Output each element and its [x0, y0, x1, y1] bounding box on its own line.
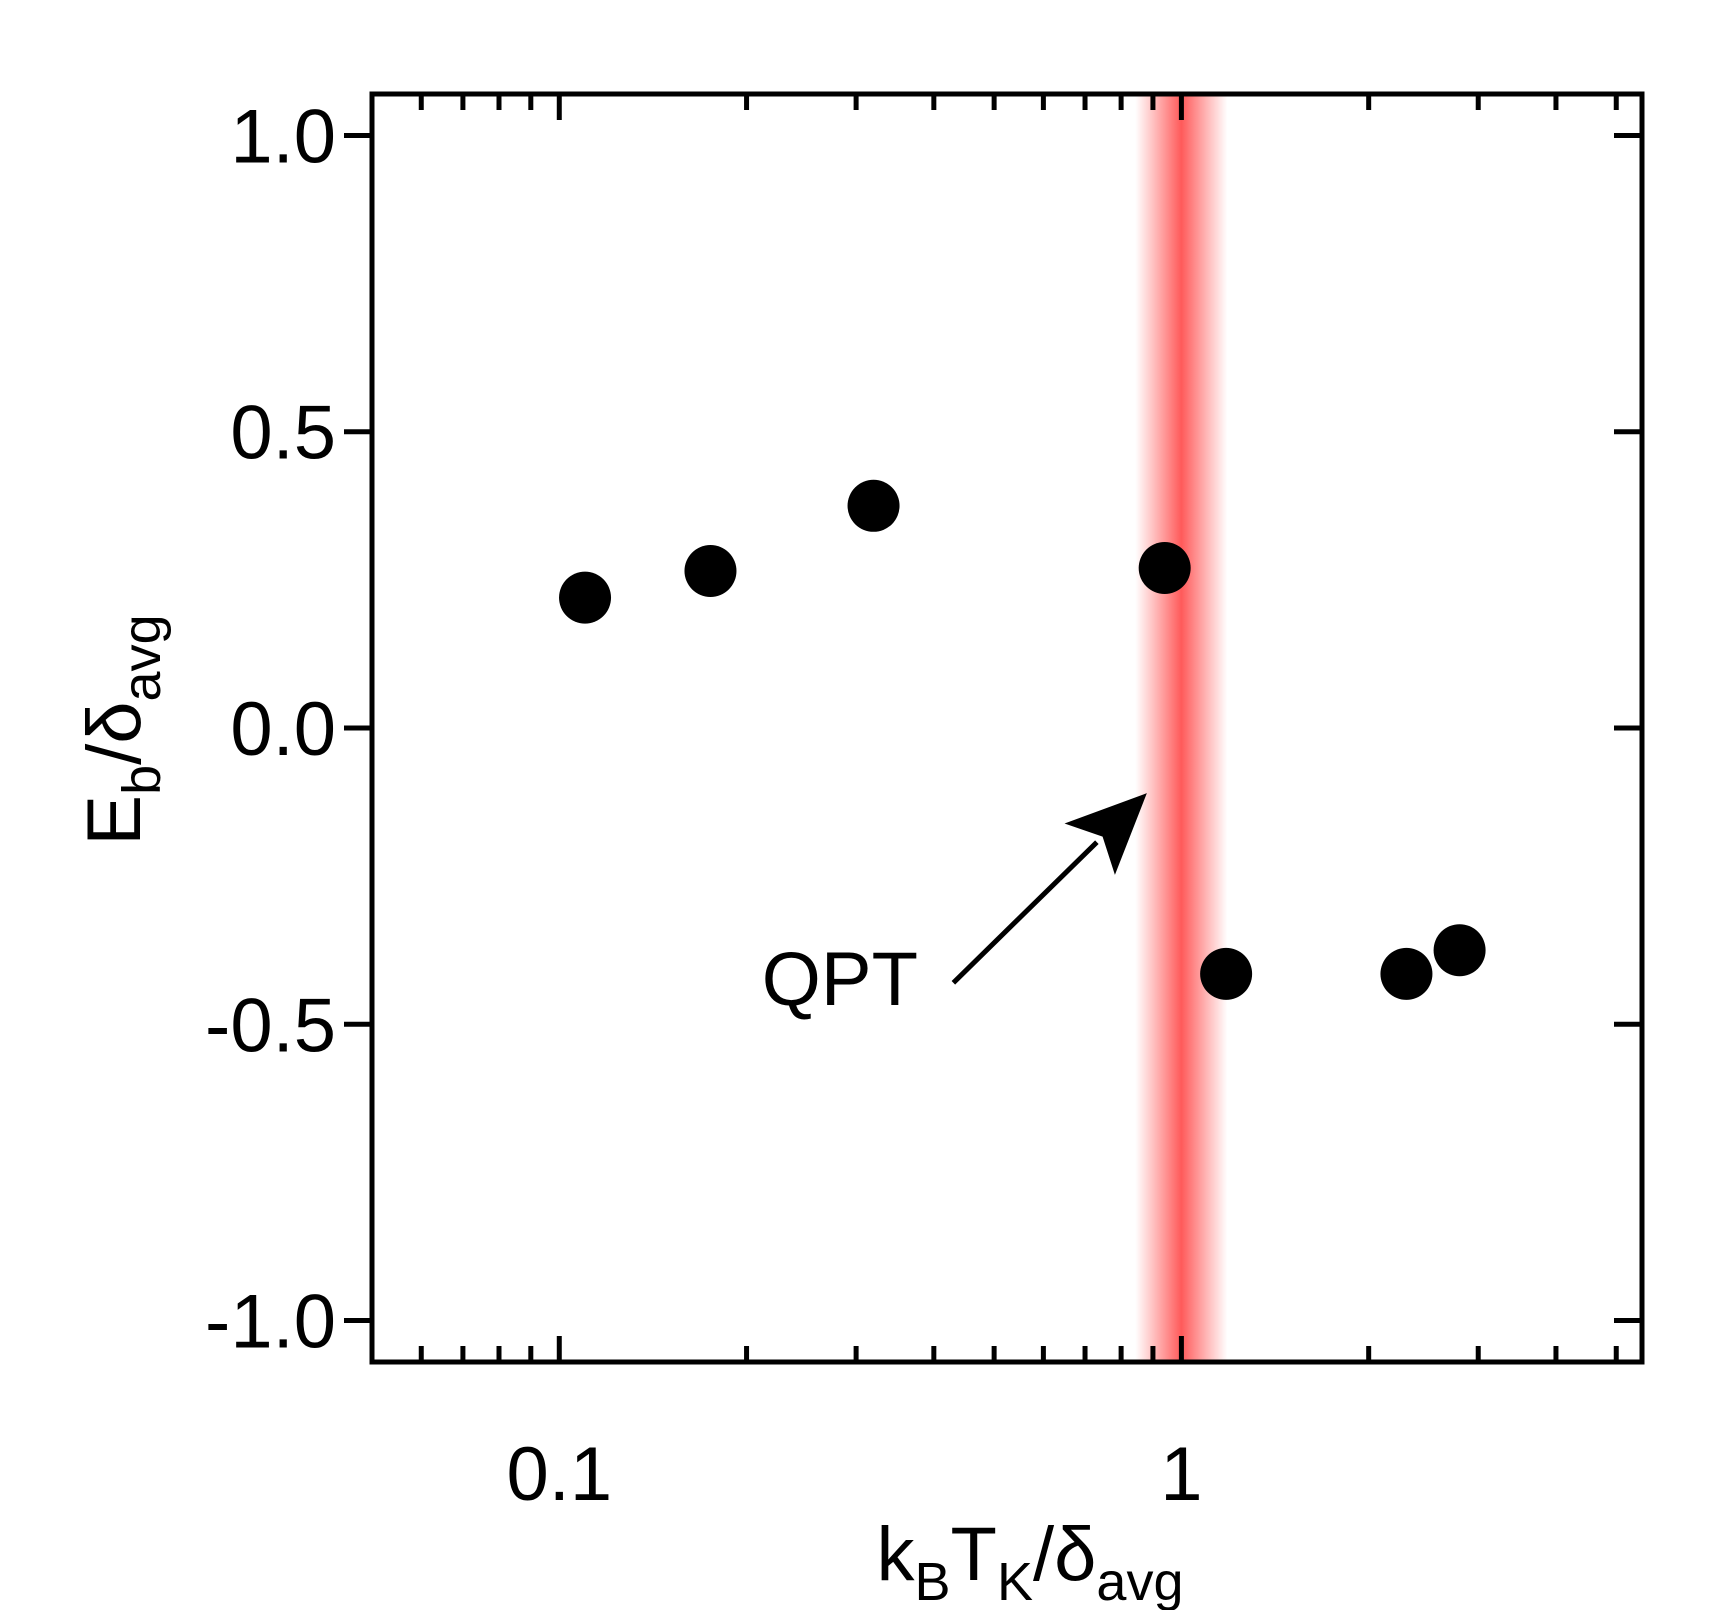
data-point — [559, 571, 612, 624]
data-point — [1380, 947, 1433, 1000]
qpt-arrow-shaft — [951, 840, 1099, 985]
data-point — [1433, 924, 1486, 977]
y-tick-label: -0.5 — [205, 983, 336, 1068]
data-point — [1138, 542, 1191, 595]
data-point — [1200, 947, 1253, 1000]
y-tick-label: 1.0 — [230, 94, 336, 179]
y-axis-title: Eb/δavg — [72, 614, 172, 845]
x-axis-title: kBTK/δavg — [877, 1512, 1184, 1610]
data-point — [684, 544, 737, 597]
y-tick-label: 0.0 — [230, 687, 336, 772]
y-tick-label: -1.0 — [205, 1280, 336, 1365]
qpt-arrow-head — [1064, 793, 1147, 875]
y-tick-label: 0.5 — [230, 391, 336, 476]
qpt-label: QPT — [762, 937, 918, 1022]
x-tick-label: 0.1 — [506, 1432, 612, 1517]
data-point — [847, 479, 900, 532]
plot-frame — [369, 91, 1645, 1365]
x-tick-label: 1 — [1160, 1432, 1202, 1517]
qpt-band — [1135, 94, 1228, 1362]
